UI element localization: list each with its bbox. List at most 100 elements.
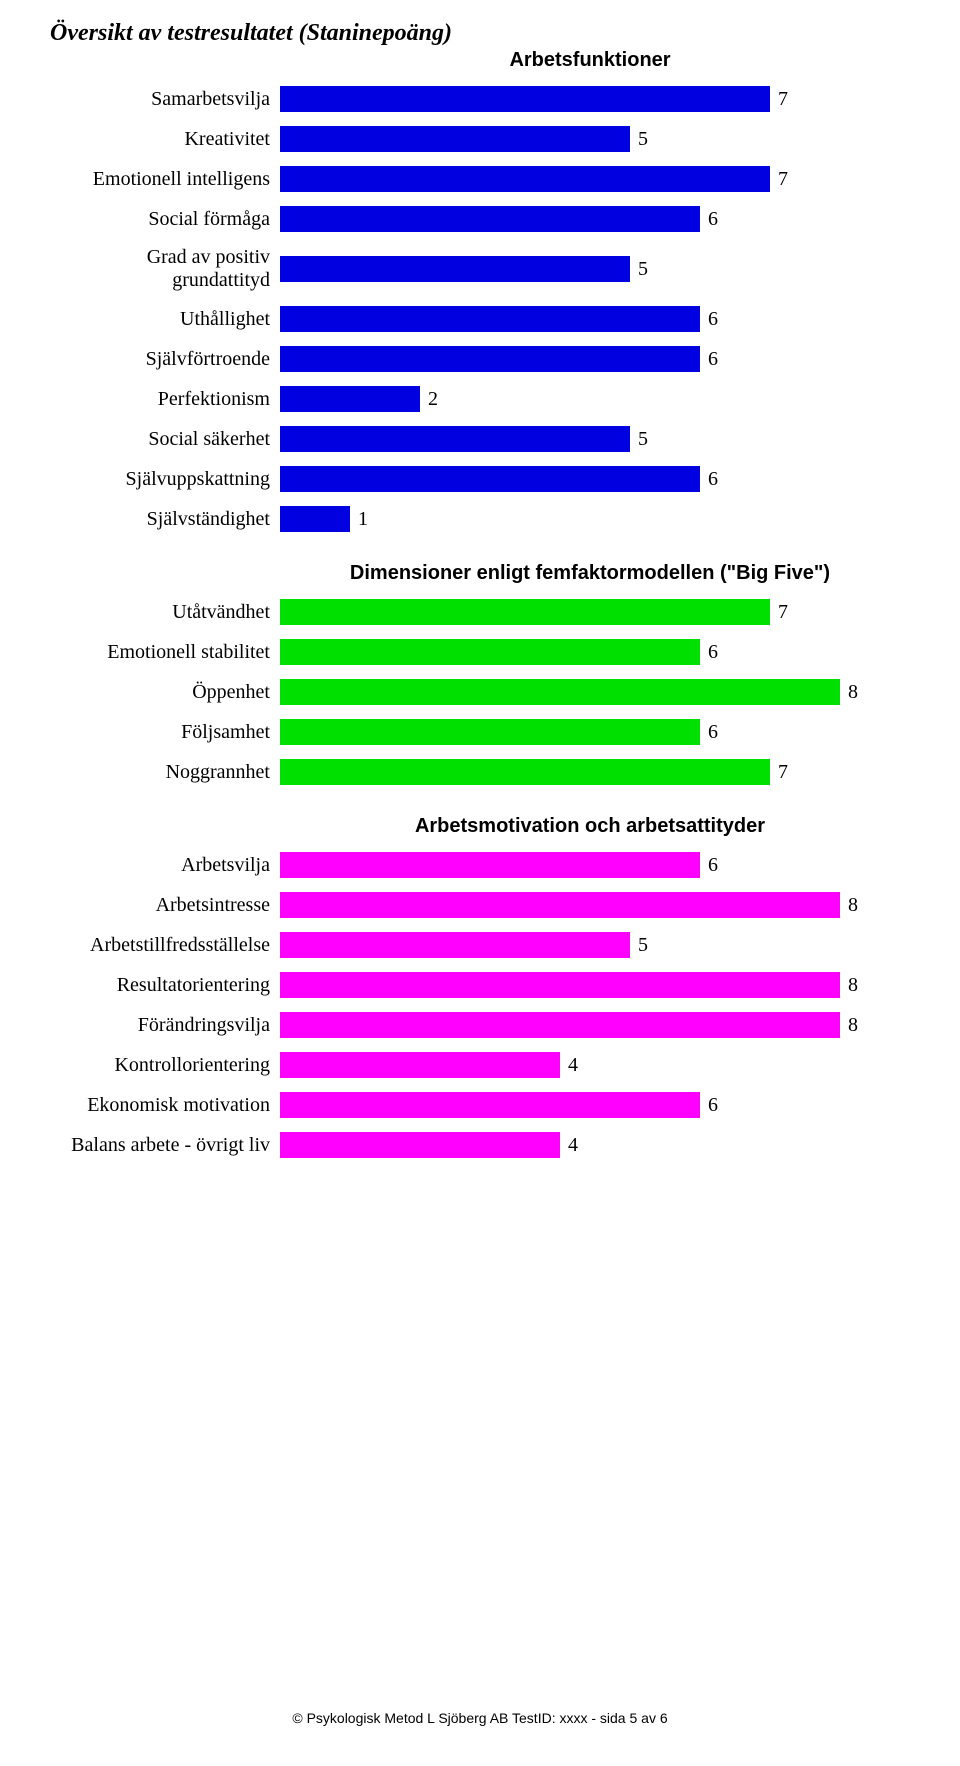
bar-value: 5	[638, 258, 648, 281]
bar-row: Emotionell intelligens7	[50, 166, 910, 192]
bar-row: Ekonomisk motivation 6	[50, 1092, 910, 1118]
bar	[280, 86, 770, 112]
bar-track: 7	[280, 86, 910, 112]
bar-track: 8	[280, 679, 910, 705]
bar-track: 4	[280, 1052, 910, 1078]
bar-label: Social säkerhet	[50, 428, 280, 451]
bar-row: Noggrannhet7	[50, 759, 910, 785]
bar-label: Social förmåga	[50, 208, 280, 231]
bar-label: Självförtroende	[50, 348, 280, 371]
bar-track: 8	[280, 1012, 910, 1038]
bar-value: 8	[848, 1014, 858, 1037]
bar-label: Förändringsvilja	[50, 1014, 280, 1037]
bar-track: 6	[280, 1092, 910, 1118]
bar-label: Samarbetsvilja	[50, 88, 280, 111]
bar-value: 8	[848, 974, 858, 997]
bar-label: Emotionell intelligens	[50, 168, 280, 191]
bar-label: Arbetstillfredsställelse	[50, 934, 280, 957]
bar-track: 5	[280, 256, 910, 282]
bar-track: 4	[280, 1132, 910, 1158]
footer-text: © Psykologisk Metod L Sjöberg AB TestID:…	[50, 1698, 910, 1726]
bar-row: Förändringsvilja 8	[50, 1012, 910, 1038]
bar	[280, 1092, 700, 1118]
bar	[280, 852, 700, 878]
page-title: Översikt av testresultatet (Staninepoäng…	[50, 20, 910, 47]
bar-value: 6	[708, 308, 718, 331]
bar-label: Öppenhet	[50, 681, 280, 704]
bar-value: 6	[708, 348, 718, 371]
bar-label: Självuppskattning	[50, 468, 280, 491]
bar-track: 5	[280, 932, 910, 958]
bar-value: 6	[708, 721, 718, 744]
bar-track: 6	[280, 466, 910, 492]
bar-value: 4	[568, 1054, 578, 1077]
bar	[280, 386, 420, 412]
bar-label: Självständighet	[50, 508, 280, 531]
bar-row: Balans arbete - övrigt liv4	[50, 1132, 910, 1158]
section-title: Arbetsmotivation och arbetsattityder	[270, 815, 910, 838]
bar-row: Öppenhet8	[50, 679, 910, 705]
bar-row: Kreativitet 5	[50, 126, 910, 152]
bar-label: Grad av positiv grundattityd	[50, 246, 280, 292]
section-title: Arbetsfunktioner	[270, 49, 910, 72]
bar-track: 5	[280, 426, 910, 452]
bar-value: 6	[708, 1094, 718, 1117]
bar-row: Självständighet1	[50, 506, 910, 532]
bar	[280, 426, 630, 452]
bar-label: Kreativitet	[50, 128, 280, 151]
bar-row: Arbetsvilja6	[50, 852, 910, 878]
bar	[280, 679, 840, 705]
bar	[280, 466, 700, 492]
bar	[280, 256, 630, 282]
bar-value: 5	[638, 128, 648, 151]
bar-value: 5	[638, 428, 648, 451]
bar-label: Utåtvändhet	[50, 601, 280, 624]
bar-row: Resultatorientering8	[50, 972, 910, 998]
bar-value: 6	[708, 468, 718, 491]
bar-value: 6	[708, 641, 718, 664]
bar-track: 6	[280, 852, 910, 878]
bar	[280, 759, 770, 785]
bar-track: 6	[280, 306, 910, 332]
chart-section: Arbetsfunktioner Samarbetsvilja 7 Kreativit…	[50, 49, 910, 532]
bar-row: Perfektionism 2	[50, 386, 910, 412]
bar	[280, 639, 700, 665]
section-title: Dimensioner enligt femfaktormodellen ("B…	[270, 562, 910, 585]
bar-track: 6	[280, 346, 910, 372]
bar	[280, 972, 840, 998]
bar-label: Balans arbete - övrigt liv	[50, 1134, 280, 1157]
chart-root: Arbetsfunktioner Samarbetsvilja 7 Kreativit…	[50, 49, 910, 1158]
bar	[280, 1132, 560, 1158]
bar-value: 8	[848, 894, 858, 917]
bar-track: 7	[280, 599, 910, 625]
bar-row: Samarbetsvilja 7	[50, 86, 910, 112]
bar-track: 1	[280, 506, 910, 532]
bar	[280, 932, 630, 958]
bar-label: Ekonomisk motivation	[50, 1094, 280, 1117]
bar	[280, 719, 700, 745]
bar-row: Uthållighet6	[50, 306, 910, 332]
bar-label: Perfektionism	[50, 388, 280, 411]
bar	[280, 126, 630, 152]
bar-row: Arbetstillfredsställelse5	[50, 932, 910, 958]
bar	[280, 306, 700, 332]
bar-track: 8	[280, 892, 910, 918]
bar-track: 5	[280, 126, 910, 152]
bar-row: Självuppskattning 6	[50, 466, 910, 492]
bar-row: Utåtvändhet7	[50, 599, 910, 625]
bar	[280, 892, 840, 918]
bar-row: Social säkerhet 5	[50, 426, 910, 452]
bar-value: 2	[428, 388, 438, 411]
bar-track: 6	[280, 639, 910, 665]
bar-row: Självförtroende 6	[50, 346, 910, 372]
bar-track: 6	[280, 206, 910, 232]
bar-value: 7	[778, 88, 788, 111]
bar-track: 2	[280, 386, 910, 412]
bar-value: 7	[778, 761, 788, 784]
bar	[280, 1052, 560, 1078]
bar-label: Emotionell stabilitet	[50, 641, 280, 664]
bar	[280, 166, 770, 192]
bar	[280, 599, 770, 625]
bar-row: Följsamhet6	[50, 719, 910, 745]
bar-label: Arbetsvilja	[50, 854, 280, 877]
